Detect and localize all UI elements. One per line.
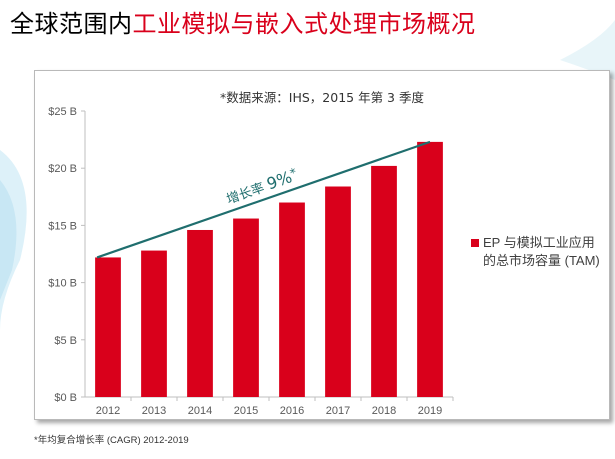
x-tick-label: 2019 bbox=[418, 405, 442, 417]
bar-2017 bbox=[325, 186, 351, 397]
legend: EP 与模拟工业应用的总市场容量 (TAM) bbox=[471, 234, 601, 270]
x-tick-label: 2016 bbox=[280, 405, 304, 417]
bar-2012 bbox=[95, 257, 121, 397]
chart-title: *数据来源：IHS，2015 年第 3 季度 bbox=[220, 90, 424, 105]
x-tick-label: 2018 bbox=[372, 405, 396, 417]
footnote: *年均复合增长率 (CAGR) 2012-2019 bbox=[34, 435, 189, 446]
legend-swatch bbox=[471, 239, 479, 247]
y-tick-label: $15 B bbox=[48, 220, 77, 232]
bar-2013 bbox=[141, 250, 167, 397]
x-tick-label: 2012 bbox=[96, 405, 120, 417]
y-tick-label: $10 B bbox=[48, 278, 77, 290]
bar-2016 bbox=[279, 202, 305, 397]
y-tick-label: $25 B bbox=[48, 106, 77, 118]
y-tick-label: $0 B bbox=[54, 392, 77, 404]
x-tick-label: 2014 bbox=[188, 405, 212, 417]
bar-2018 bbox=[371, 165, 397, 397]
bar-2015 bbox=[233, 218, 259, 397]
trend-label-prefix: 增长率 bbox=[224, 178, 270, 207]
bar-chart: $0 B $5 B $10 B $15 B $20 B $25 B 2012 2013 2014… bbox=[48, 106, 454, 417]
bar-2014 bbox=[187, 229, 213, 397]
bar-2019 bbox=[417, 141, 443, 397]
y-tick-label: $5 B bbox=[54, 335, 77, 347]
page-title: 全球范围内工业模拟与嵌入式处理市场概况 bbox=[10, 8, 476, 40]
y-tick-label: $20 B bbox=[48, 163, 77, 175]
x-tick-label: 2015 bbox=[234, 405, 258, 417]
chart-panel: *数据来源：IHS，2015 年第 3 季度 $0 B $5 B $10 B $15 … bbox=[34, 70, 610, 420]
page-title-red: 工业模拟与嵌入式处理市场概况 bbox=[132, 10, 476, 38]
page-title-black: 全球范围内 bbox=[10, 10, 133, 38]
x-tick-label: 2017 bbox=[326, 405, 350, 417]
trend-line bbox=[96, 140, 431, 259]
legend-label: EP 与模拟工业应用的总市场容量 (TAM) bbox=[483, 235, 600, 268]
x-tick-label: 2013 bbox=[142, 405, 166, 417]
trend-label-asterisk: * bbox=[288, 165, 298, 180]
